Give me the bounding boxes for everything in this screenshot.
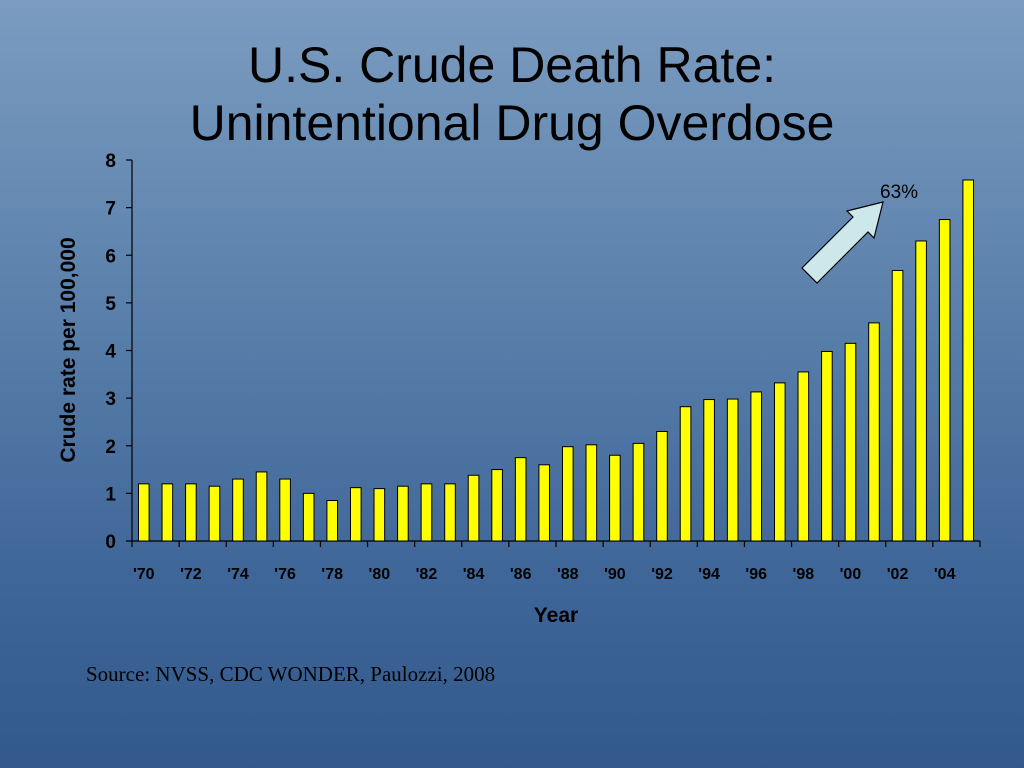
chart-axes — [126, 159, 981, 547]
title-line-2: Unintentional Drug Overdose — [189, 95, 835, 151]
x-tick-label: '90 — [604, 566, 626, 583]
x-tick-label: '70 — [133, 566, 155, 583]
bar-1997 — [773, 382, 786, 542]
bar-1999 — [821, 350, 833, 542]
bar-1981 — [397, 485, 409, 542]
x-tick-label: '80 — [369, 566, 391, 583]
bar-1977 — [302, 492, 315, 542]
x-tick-label: '86 — [510, 566, 532, 583]
x-tick-label: '04 — [934, 566, 956, 583]
x-tick-label: '98 — [793, 566, 815, 583]
bar-1975 — [255, 471, 268, 542]
increase-annotation: 63% — [880, 182, 918, 203]
x-tick-label: '88 — [557, 566, 579, 583]
bar-1992 — [656, 430, 668, 542]
bar-2003 — [915, 240, 927, 542]
x-axis-label: Year — [534, 604, 578, 627]
bar-1986 — [514, 457, 527, 542]
bar-1978 — [326, 500, 339, 542]
bar-1988 — [561, 446, 574, 542]
y-tick-label: 6 — [105, 246, 116, 267]
bar-2000 — [844, 342, 857, 542]
bar-1989 — [585, 444, 598, 542]
x-tick-label: '94 — [698, 566, 720, 583]
bar-1991 — [632, 442, 645, 542]
x-tick-label: '78 — [321, 566, 343, 583]
bar-1971 — [161, 483, 174, 542]
x-tick-label: '96 — [745, 566, 767, 583]
increase-arrow-icon — [801, 201, 884, 284]
bar-1987 — [538, 464, 551, 542]
chart-bars — [137, 179, 975, 542]
x-tick-label: '92 — [651, 566, 673, 583]
slide-title: U.S. Crude Death Rate: Unintentional Dru… — [0, 36, 1024, 152]
x-tick-label: '82 — [416, 566, 438, 583]
y-tick-label: 4 — [105, 342, 116, 363]
bar-1994 — [703, 399, 715, 542]
bar-2004 — [938, 219, 951, 542]
x-tick-label: '74 — [227, 566, 249, 583]
bar-1973 — [208, 485, 221, 542]
x-tick-label: '84 — [463, 566, 485, 583]
bar-1976 — [279, 478, 291, 542]
y-tick-label: 2 — [105, 437, 116, 458]
y-tick-label: 1 — [105, 484, 116, 505]
y-tick-label: 0 — [105, 532, 116, 553]
bar-2002 — [891, 269, 904, 542]
bar-1979 — [349, 487, 362, 542]
bar-1995 — [726, 398, 739, 542]
bar-1998 — [797, 371, 810, 542]
x-tick-label: '00 — [840, 566, 862, 583]
y-axis-label: Crude rate per 100,000 — [57, 237, 80, 462]
source-note: Source: NVSS, CDC WONDER, Paulozzi, 2008 — [86, 662, 496, 686]
x-tick-label: '02 — [887, 566, 909, 583]
y-tick-labels: 0 1 2 3 4 5 6 7 8 — [105, 151, 116, 553]
x-tick-label: '76 — [274, 566, 296, 583]
bar-1985 — [491, 469, 503, 542]
bar-1970 — [137, 483, 150, 542]
bar-1996 — [750, 391, 763, 542]
bar-1993 — [679, 406, 692, 542]
bar-1974 — [232, 478, 244, 542]
bar-1982 — [420, 483, 433, 542]
x-tick-labels: '70 '72 '74 '76 '78 '80 '82 '84 '86 '88 '90 '92 '94 '… — [133, 566, 956, 583]
y-tick-label: 7 — [105, 199, 116, 220]
y-tick-label: 3 — [105, 389, 116, 410]
title-line-1: U.S. Crude Death Rate: — [247, 37, 777, 93]
bar-1972 — [185, 483, 197, 542]
bar-1990 — [609, 454, 621, 542]
y-tick-label: 8 — [105, 151, 116, 172]
y-tick-label: 5 — [105, 294, 116, 315]
bar-1984 — [467, 474, 480, 542]
bar-1980 — [373, 488, 386, 542]
bar-1983 — [444, 483, 456, 542]
x-tick-label: '72 — [180, 566, 202, 583]
bar-2005 — [962, 179, 975, 542]
bar-2001 — [868, 322, 880, 542]
